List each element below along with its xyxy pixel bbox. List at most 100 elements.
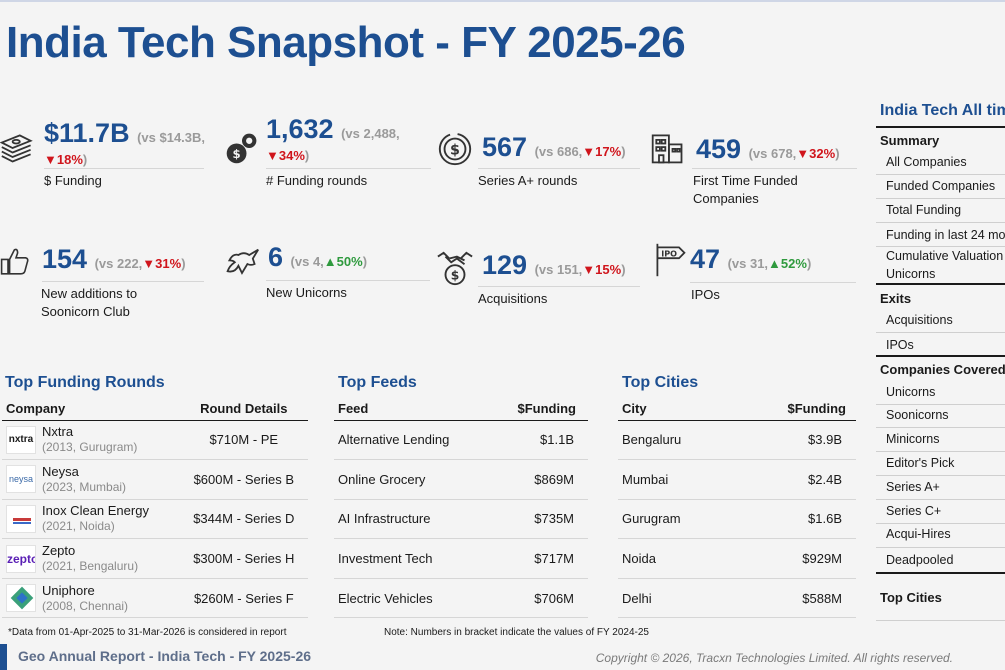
city-value: $588M	[732, 578, 856, 619]
feed-value: $869M	[490, 459, 588, 500]
side-item[interactable]: Funded Companies	[886, 179, 996, 193]
company-meta: (2013, Gurugram)	[42, 440, 138, 455]
side-item[interactable]: Editor's Pick	[886, 456, 955, 470]
side-item[interactable]: Series C+	[886, 504, 942, 518]
stat-value: 567	[482, 132, 528, 162]
table-row[interactable]: Mumbai $2.4B	[618, 459, 856, 500]
stat-percent: 18%	[56, 152, 83, 167]
feed-name[interactable]: Online Grocery	[334, 459, 491, 500]
stat-value: $11.7B	[44, 118, 130, 148]
stat-value: 154	[42, 244, 88, 274]
footnote-bracket-note: Note: Numbers in bracket indicate the va…	[384, 627, 649, 638]
stat-compare: (vs 678,	[748, 146, 797, 161]
table-row[interactable]: AI Infrastructure $735M	[334, 499, 588, 540]
table-row[interactable]: Investment Tech $717M	[334, 538, 588, 579]
side-item[interactable]: Soonicorns	[886, 408, 949, 422]
table-row[interactable]: Electric Vehicles $706M	[334, 578, 588, 619]
report-name: Geo Annual Report - India Tech - FY 2025…	[18, 648, 312, 664]
neysa-logo: neysa	[6, 465, 36, 494]
stat-percent: 50%	[336, 254, 363, 269]
stat-percent: 32%	[809, 146, 836, 161]
stat-label: New Unicorns	[266, 285, 347, 300]
stat-funding-rounds: $ 1,632 (vs 2,488, ▼34%) # Funding round…	[222, 114, 432, 194]
city-name[interactable]: Mumbai	[618, 459, 733, 500]
column-header: Round Details	[179, 398, 308, 421]
column-header: City	[618, 398, 733, 421]
company-name[interactable]: Nxtra	[42, 424, 74, 440]
side-item[interactable]: All Companies	[886, 155, 967, 169]
feed-name[interactable]: Alternative Lending	[334, 420, 491, 461]
stat-compare: (vs 2,488,	[341, 126, 400, 141]
side-item[interactable]: Total Funding	[886, 203, 962, 217]
stat-soonicorn: 154 (vs 222,▼31%) New additions to Sooni…	[0, 244, 205, 324]
ipo-sign-icon: IPO	[656, 243, 686, 277]
table-row[interactable]: Noida $929M	[618, 538, 856, 579]
funding-rounds-title: Top Funding Rounds	[5, 374, 165, 391]
feed-value: $706M	[490, 578, 588, 619]
down-arrow-icon: ▼	[142, 256, 156, 271]
feed-value: $735M	[490, 499, 588, 540]
stat-label: IPOs	[691, 287, 720, 302]
page-title: India Tech Snapshot - FY 2025-26	[6, 18, 686, 67]
side-item[interactable]: Unicorns	[886, 267, 936, 281]
down-arrow-icon: ▼	[266, 148, 279, 163]
table-row[interactable]: neysa Neysa (2023, Mumbai) $600M - Series …	[2, 459, 308, 500]
side-item[interactable]: Cumulative Valuation	[886, 249, 1004, 263]
company-name[interactable]: Neysa	[42, 463, 79, 479]
company-name[interactable]: Uniphore	[42, 582, 95, 598]
table-row[interactable]: Delhi $588M	[618, 578, 856, 619]
company-name[interactable]: Zepto	[42, 543, 76, 559]
feed-name[interactable]: Electric Vehicles	[334, 578, 491, 619]
side-item[interactable]: Deadpooled	[886, 553, 954, 567]
round-details: $710M - PE	[179, 420, 308, 461]
stat-value: 47	[690, 244, 721, 274]
top-border	[0, 0, 1005, 2]
table-row[interactable]: Alternative Lending $1.1B	[334, 420, 588, 461]
stat-label: $ Funding	[44, 173, 102, 188]
table-row[interactable]: Bengaluru $3.9B	[618, 420, 856, 461]
side-item[interactable]: Series A+	[886, 480, 940, 494]
side-item[interactable]: Minicorns	[886, 432, 940, 446]
stat-label: Series A+ rounds	[478, 173, 578, 188]
round-details: $600M - Series B	[179, 459, 308, 500]
stat-label: # Funding rounds	[266, 173, 368, 188]
stat-percent: 52%	[780, 256, 807, 271]
column-header: Company	[2, 398, 180, 421]
city-name[interactable]: Delhi	[618, 578, 733, 619]
stat-percent: 17%	[595, 144, 622, 159]
stat-value: 1,632	[266, 114, 334, 144]
stat-value: 129	[482, 250, 528, 280]
table-row[interactable]: Online Grocery $869M	[334, 459, 588, 500]
side-item[interactable]: Funding in last 24 mo	[886, 228, 1005, 242]
column-header: Feed	[334, 398, 491, 421]
company-meta: (2021, Noida)	[42, 519, 115, 534]
stat-percent: 31%	[155, 256, 182, 271]
group-companies-covered: Companies Covered	[880, 362, 1005, 377]
stat-percent: 34%	[278, 148, 305, 163]
top-feeds-title: Top Feeds	[338, 374, 417, 391]
feed-name[interactable]: AI Infrastructure	[334, 499, 491, 540]
side-item[interactable]: IPOs	[886, 338, 914, 352]
down-arrow-icon: ▼	[582, 144, 596, 159]
side-item[interactable]: Acquisitions	[886, 313, 953, 327]
zepto-logo: zepto	[6, 544, 36, 573]
city-name[interactable]: Gurugram	[618, 499, 733, 540]
nxtra-logo: nxtra	[6, 425, 36, 454]
table-row[interactable]: Uniphore (2008, Chennai) $260M - Series F	[2, 578, 308, 619]
table-row[interactable]: nxtra Nxtra (2013, Gurugram) $710M - PE	[2, 420, 308, 461]
stat-value: 459	[696, 134, 742, 164]
side-item[interactable]: Unicorns	[886, 385, 936, 399]
city-value: $2.4B	[732, 459, 856, 500]
company-name[interactable]: Inox Clean Energy	[42, 503, 149, 519]
city-name[interactable]: Noida	[618, 538, 733, 579]
side-item[interactable]: Acqui-Hires	[886, 527, 951, 541]
table-row[interactable]: zepto Zepto (2021, Bengaluru) $300M - Seri…	[2, 538, 308, 579]
table-row[interactable]: Inox Clean Energy (2021, Noida) $344M - S…	[2, 499, 308, 540]
table-row[interactable]: Gurugram $1.6B	[618, 499, 856, 540]
company-meta: (2008, Chennai)	[42, 598, 129, 613]
up-arrow-icon: ▲	[768, 256, 781, 271]
feed-name[interactable]: Investment Tech	[334, 538, 491, 579]
svg-text:$: $	[450, 143, 460, 159]
round-details: $300M - Series H	[179, 538, 308, 579]
city-name[interactable]: Bengaluru	[618, 420, 733, 461]
